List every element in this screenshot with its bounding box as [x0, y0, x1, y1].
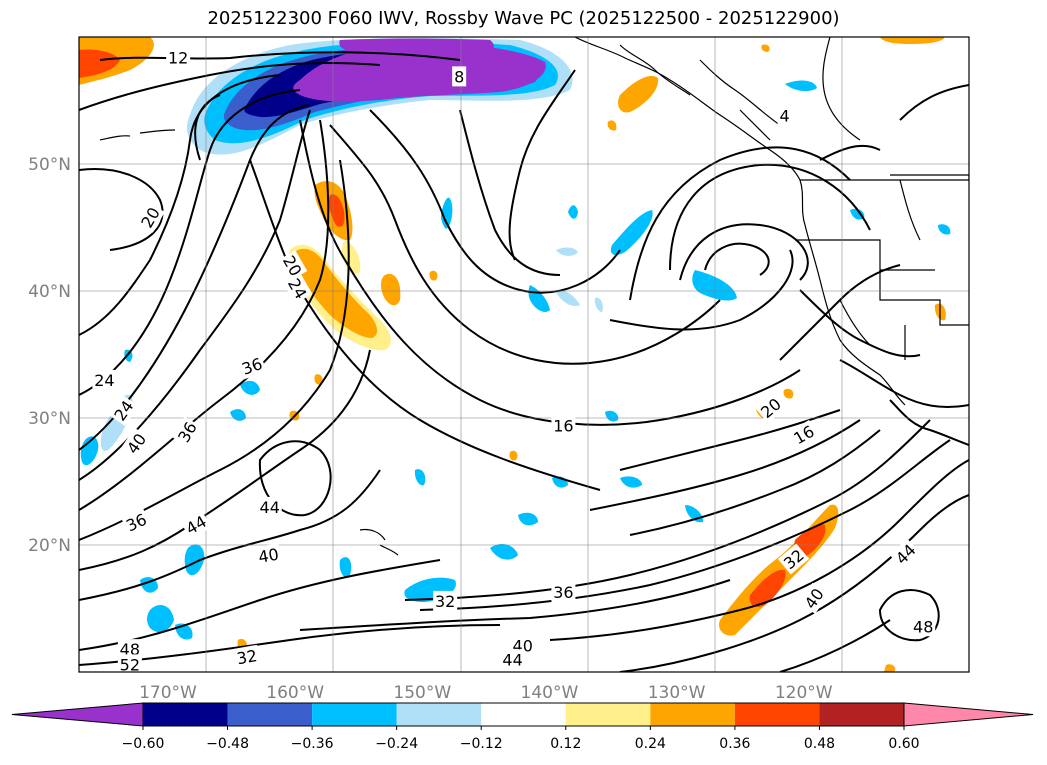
- contour-label-text: 48: [913, 617, 933, 636]
- contour-label-background: [172, 416, 202, 448]
- contour-label: 8: [452, 66, 467, 87]
- contour-label: 32: [233, 644, 261, 669]
- colorbar-label: 0.24: [635, 736, 666, 752]
- colorbar-label: 0.36: [719, 736, 750, 752]
- contour-label-background: [777, 105, 792, 126]
- map-title: 2025122300 F060 IWV, Rossby Wave PC (202…: [207, 8, 840, 29]
- colorbar-segment: [734, 703, 820, 726]
- longitude-labels: 170°W 160°W 150°W 140°W 130°W 120°W: [139, 683, 833, 703]
- colorbar-labels: −0.60 −0.48 −0.36 −0.24 −0.12 0.12 0.24 0.36 0.4…: [122, 726, 920, 752]
- lon-label: 150°W: [393, 683, 451, 703]
- contour-label: 16: [551, 415, 576, 436]
- colorbar-segment: [396, 703, 482, 726]
- colorbar-label: −0.60: [122, 736, 165, 752]
- lon-label: 140°W: [521, 683, 579, 703]
- lon-label: 120°W: [775, 683, 833, 703]
- colorbar-segment: [143, 703, 228, 726]
- contour-label-background: [254, 543, 282, 568]
- colorbar-extend-low: [11, 702, 144, 727]
- colorbar-segment: [481, 703, 566, 726]
- contour-label-background: [788, 419, 820, 450]
- contour-label-text: 36: [553, 583, 573, 602]
- plot-frame: [78, 36, 970, 673]
- lon-label: 160°W: [266, 683, 324, 703]
- lon-label: 170°W: [139, 683, 197, 703]
- colorbar-segment: [565, 703, 651, 726]
- contour-label-background: [889, 538, 921, 570]
- contour-label-background: [433, 590, 458, 611]
- contour-label-text: 12: [168, 48, 188, 67]
- contour-label-text: 8: [454, 67, 464, 86]
- contour-label-background: [911, 616, 936, 637]
- contour-label-background: [283, 273, 313, 304]
- contour-label: 36: [551, 581, 576, 602]
- lat-label: 30°N: [28, 409, 71, 429]
- colorbar-extend-high: [903, 702, 1034, 727]
- lat-label: 20°N: [28, 536, 71, 556]
- positive-anomaly-shading: [79, 37, 946, 672]
- colorbar-label: −0.24: [375, 736, 418, 752]
- iwv-contours: [79, 51, 969, 672]
- colorbar-label: 0.60: [888, 736, 919, 752]
- contour-label-background: [237, 352, 267, 380]
- contour-label: 48: [911, 616, 936, 637]
- contour-label: 24: [92, 369, 117, 390]
- contour-label: 12: [166, 47, 191, 68]
- colorbar-label: −0.36: [291, 736, 334, 752]
- contour-label-background: [121, 427, 152, 459]
- contour-label-text: 24: [94, 371, 114, 390]
- contour-label-text: 44: [502, 650, 522, 669]
- colorbar-label: −0.48: [206, 736, 249, 752]
- colorbar-label: −0.12: [460, 736, 503, 752]
- contour-label-background: [452, 66, 467, 87]
- contour-label-text: 4: [780, 107, 790, 126]
- contour-label-background: [166, 47, 191, 68]
- contour-label-background: [500, 649, 525, 670]
- colorbar-label: 0.12: [550, 736, 581, 752]
- contour-label-text: 40: [257, 545, 280, 567]
- contour-label-text: 52: [120, 655, 140, 674]
- contour-label: 4: [777, 105, 792, 126]
- contour-label-background: [777, 543, 810, 575]
- colorbar: [11, 702, 1034, 727]
- lat-label: 50°N: [28, 155, 71, 175]
- contour-label-background: [180, 510, 212, 540]
- lat-label: 40°N: [28, 282, 71, 302]
- contour-label-text: 32: [435, 592, 455, 611]
- colorbar-segment: [312, 703, 397, 726]
- contour-label: 32: [433, 590, 458, 611]
- latitude-labels: 20°N 30°N 40°N 50°N: [28, 155, 71, 556]
- contour-label-background: [277, 250, 308, 281]
- coastlines: [99, 37, 969, 556]
- contour-label-background: [117, 654, 142, 672]
- contour-label-background: [135, 201, 165, 233]
- contour-label-background: [233, 644, 261, 669]
- gridlines: [79, 37, 969, 672]
- contour-label-background: [108, 394, 139, 426]
- contour-label-background: [121, 508, 152, 537]
- contour-label-background: [551, 415, 576, 436]
- negative-anomaly-shading: [80, 38, 951, 640]
- contour-label-background: [798, 582, 829, 614]
- contour-label-text: 16: [553, 417, 573, 436]
- colorbar-segment: [650, 703, 735, 726]
- colorbar-label: 0.48: [804, 736, 835, 752]
- colorbar-segment: [227, 703, 313, 726]
- contour-label-background: [257, 496, 282, 517]
- contour-label: 44: [257, 496, 282, 517]
- colorbar-segment: [819, 703, 904, 726]
- contour-label-background: [92, 369, 117, 390]
- contour-label-text: 32: [235, 646, 258, 668]
- contour-label-background: [755, 392, 787, 424]
- colorbar-outline: [142, 702, 905, 727]
- contour-label: 40: [254, 543, 282, 568]
- contour-label-text: 44: [260, 498, 280, 517]
- contour-label: 44: [500, 649, 525, 670]
- contour-label: 52: [117, 654, 142, 674]
- contour-label-background: [551, 581, 576, 602]
- lon-label: 130°W: [648, 683, 706, 703]
- contour-label-background: [117, 639, 142, 660]
